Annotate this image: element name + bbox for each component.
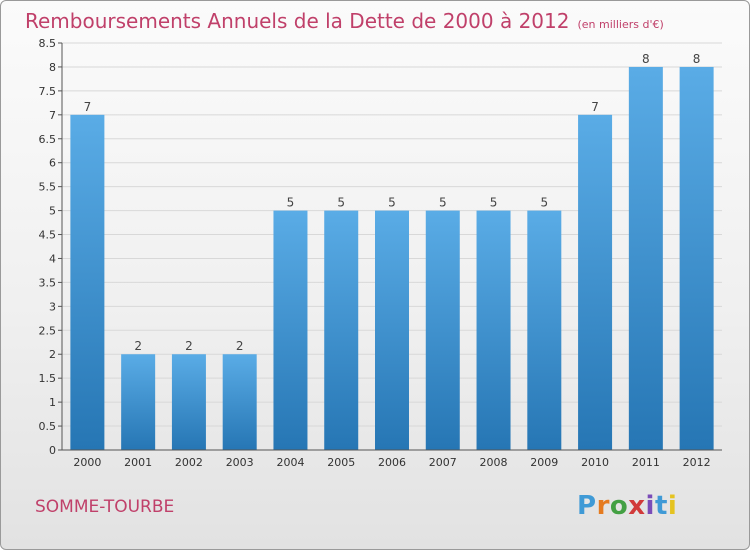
y-tick-label: 0 — [49, 444, 56, 457]
logo-letter: o — [609, 491, 629, 521]
logo-letter: P — [577, 491, 597, 521]
data-label: 7 — [84, 100, 92, 114]
bar — [476, 210, 511, 450]
bar — [70, 114, 105, 450]
x-tick-label: 2010 — [581, 456, 609, 469]
data-label: 2 — [185, 339, 193, 353]
bar — [222, 354, 257, 450]
x-tick-label: 2000 — [73, 456, 101, 469]
place-name: SOMME-TOURBE — [35, 497, 175, 517]
y-tick-label: 7.5 — [39, 85, 57, 98]
logo-letter: r — [596, 491, 610, 521]
y-tick-label: 3 — [49, 300, 56, 313]
y-tick-label: 2 — [49, 348, 56, 361]
x-tick-label: 2006 — [378, 456, 406, 469]
y-tick-label: 8.5 — [39, 37, 57, 50]
y-tick-label: 6 — [49, 157, 56, 170]
bar — [121, 354, 156, 450]
data-label: 2 — [236, 339, 244, 353]
x-tick-label: 2005 — [327, 456, 355, 469]
y-tick-label: 2.5 — [39, 324, 57, 337]
x-tick-label: 2004 — [276, 456, 304, 469]
y-tick-label: 5.5 — [39, 181, 57, 194]
bar — [375, 210, 409, 450]
data-label: 7 — [591, 100, 599, 114]
y-tick-label: 4.5 — [39, 229, 57, 242]
data-label: 5 — [439, 196, 447, 210]
bar — [628, 66, 663, 451]
bar — [273, 210, 308, 450]
x-tick-label: 2009 — [530, 456, 558, 469]
data-label: 5 — [540, 196, 548, 210]
y-axis: 0 0.5 1 1.5 2 2.5 3 3.5 4 4.5 5 5.5 6 6.5 7 7.5 8 8.5 — [39, 37, 63, 457]
x-tick-label: 2011 — [632, 456, 660, 469]
data-label: 2 — [134, 339, 142, 353]
y-tick-label: 5 — [49, 205, 56, 218]
x-tick-label: 2007 — [429, 456, 457, 469]
bar — [679, 66, 714, 451]
data-label: 5 — [337, 196, 345, 210]
bar — [171, 354, 206, 450]
data-label: 5 — [388, 196, 396, 210]
x-axis: 2000 2001 2002 2003 2004 2005 2006 2007 2008 2009… — [62, 449, 722, 469]
y-tick-label: 0.5 — [39, 420, 57, 433]
logo-letter: i — [645, 491, 655, 521]
bar — [425, 210, 460, 450]
logo-letter: x — [628, 491, 646, 521]
unit-note: (en milliers d'€) — [577, 18, 664, 31]
y-tick-label: 3.5 — [39, 276, 57, 289]
bar — [527, 210, 562, 450]
bar — [578, 114, 613, 450]
y-tick-label: 1 — [49, 396, 56, 409]
bars — [70, 66, 714, 451]
title-text: Remboursements Annuels de la Dette de 20… — [25, 9, 570, 33]
y-tick-label: 7 — [49, 109, 56, 122]
data-label: 8 — [693, 52, 701, 66]
data-label: 8 — [642, 52, 650, 66]
bar — [324, 210, 359, 450]
x-tick-label: 2002 — [175, 456, 203, 469]
data-labels: 7 2 2 2 5 5 5 5 5 5 7 8 8 — [84, 52, 701, 353]
data-label: 5 — [490, 196, 498, 210]
x-tick-label: 2003 — [226, 456, 254, 469]
x-tick-label: 2001 — [124, 456, 152, 469]
data-label: 5 — [287, 196, 295, 210]
y-tick-label: 4 — [49, 252, 56, 265]
chart-title: Remboursements Annuels de la Dette de 20… — [25, 9, 664, 33]
proxiti-logo: Proxiti — [577, 491, 677, 521]
x-tick-label: 2012 — [683, 456, 711, 469]
y-tick-label: 1.5 — [39, 372, 57, 385]
x-tick-label: 2008 — [480, 456, 508, 469]
logo-letter: t — [654, 491, 668, 521]
y-tick-label: 6.5 — [39, 133, 57, 146]
y-tick-label: 8 — [49, 61, 56, 74]
logo-letter: i — [667, 491, 678, 521]
